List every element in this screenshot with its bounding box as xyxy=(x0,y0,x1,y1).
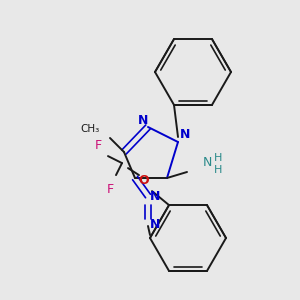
Text: N: N xyxy=(202,157,212,169)
Text: N: N xyxy=(180,128,190,142)
Text: H: H xyxy=(214,153,222,163)
Text: CH₃: CH₃ xyxy=(81,124,100,134)
Text: N: N xyxy=(138,113,148,127)
Text: N: N xyxy=(150,190,160,203)
Text: O: O xyxy=(139,174,149,187)
Text: F: F xyxy=(106,183,114,196)
Text: H: H xyxy=(214,165,222,175)
Text: N: N xyxy=(150,218,160,232)
Text: F: F xyxy=(94,139,102,152)
